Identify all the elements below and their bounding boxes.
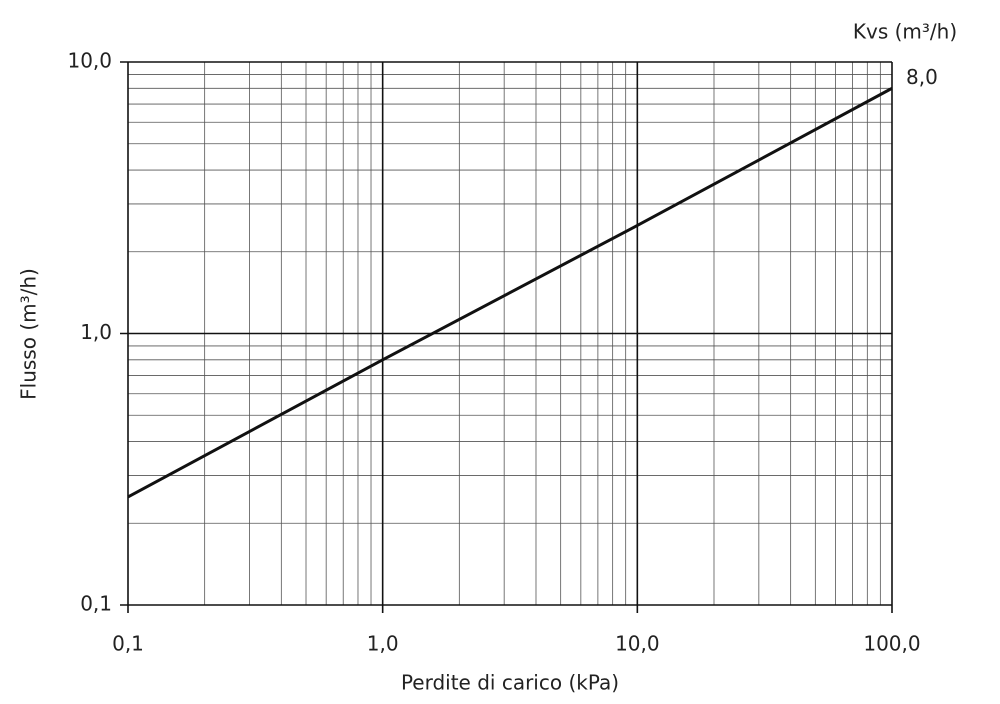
flow-line <box>127 86 893 499</box>
x-axis-label: Perdite di carico (kPa) <box>401 671 619 695</box>
x-tick-label: 100,0 <box>863 632 920 656</box>
x-tick-label: 1,0 <box>367 632 399 656</box>
y-tick-label: 10,0 <box>67 49 112 73</box>
kvs-annotation: Kvs (m³/h) <box>853 20 957 44</box>
y-tick-label: 0,1 <box>80 592 112 616</box>
x-tick-label: 10,0 <box>615 632 660 656</box>
y-tick-label: 1,0 <box>80 320 112 344</box>
x-tick-label: 0,1 <box>112 632 144 656</box>
value-label: 8,0 <box>906 65 938 89</box>
y-axis-label: Flusso (m³/h) <box>17 268 41 400</box>
